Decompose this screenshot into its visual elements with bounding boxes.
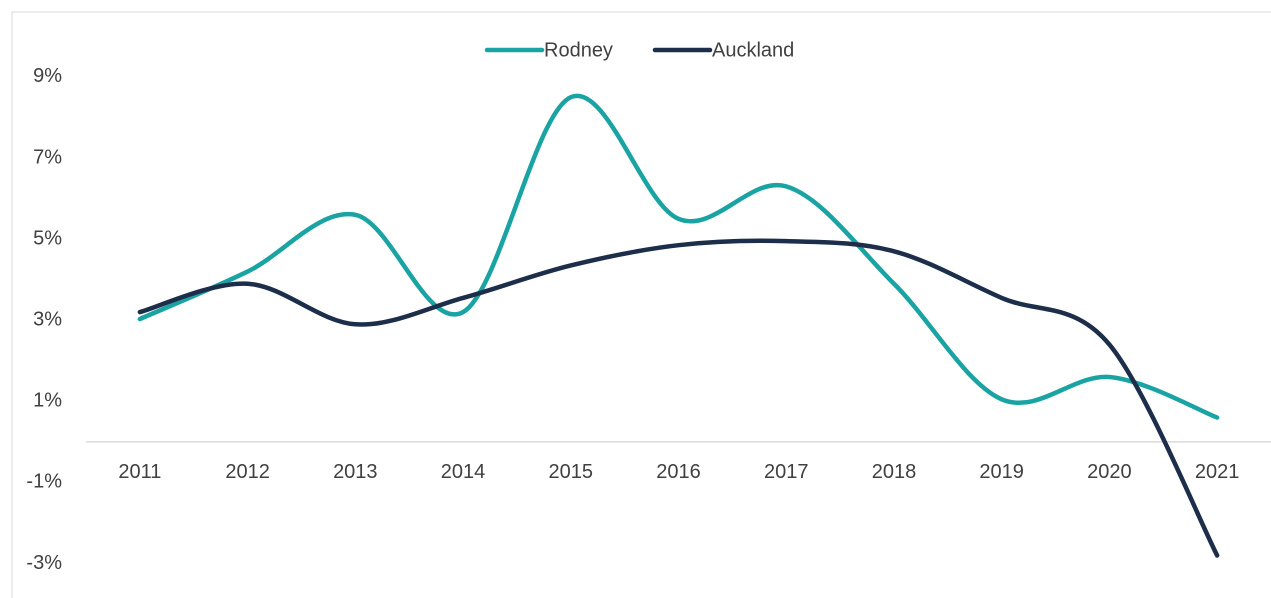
series-line <box>137 93 1220 420</box>
x-tick-label: 2017 <box>764 461 809 483</box>
x-tick-label: 2016 <box>656 461 701 483</box>
y-tick-label: 7% <box>33 146 62 168</box>
x-tick-label: 2019 <box>979 461 1024 483</box>
y-tick-label: 5% <box>33 227 62 249</box>
y-tick-label: 1% <box>33 390 62 412</box>
x-tick-label: 2020 <box>1087 461 1132 483</box>
x-tick-label: 2013 <box>333 461 378 483</box>
y-tick-label: -1% <box>26 471 62 493</box>
legend-label: Rodney <box>544 39 613 61</box>
y-tick-label: -3% <box>26 552 62 574</box>
x-tick-label: 2014 <box>441 461 486 483</box>
x-tick-label: 2015 <box>549 461 594 483</box>
x-tick-label: 2018 <box>872 461 917 483</box>
series-line <box>137 238 1220 558</box>
x-tick-label: 2012 <box>225 461 270 483</box>
legend-label: Auckland <box>712 39 794 61</box>
y-tick-label: 9% <box>33 65 62 87</box>
x-tick-label: 2011 <box>118 461 161 483</box>
y-tick-label: 3% <box>33 309 62 331</box>
x-tick-label: 2021 <box>1195 461 1240 483</box>
